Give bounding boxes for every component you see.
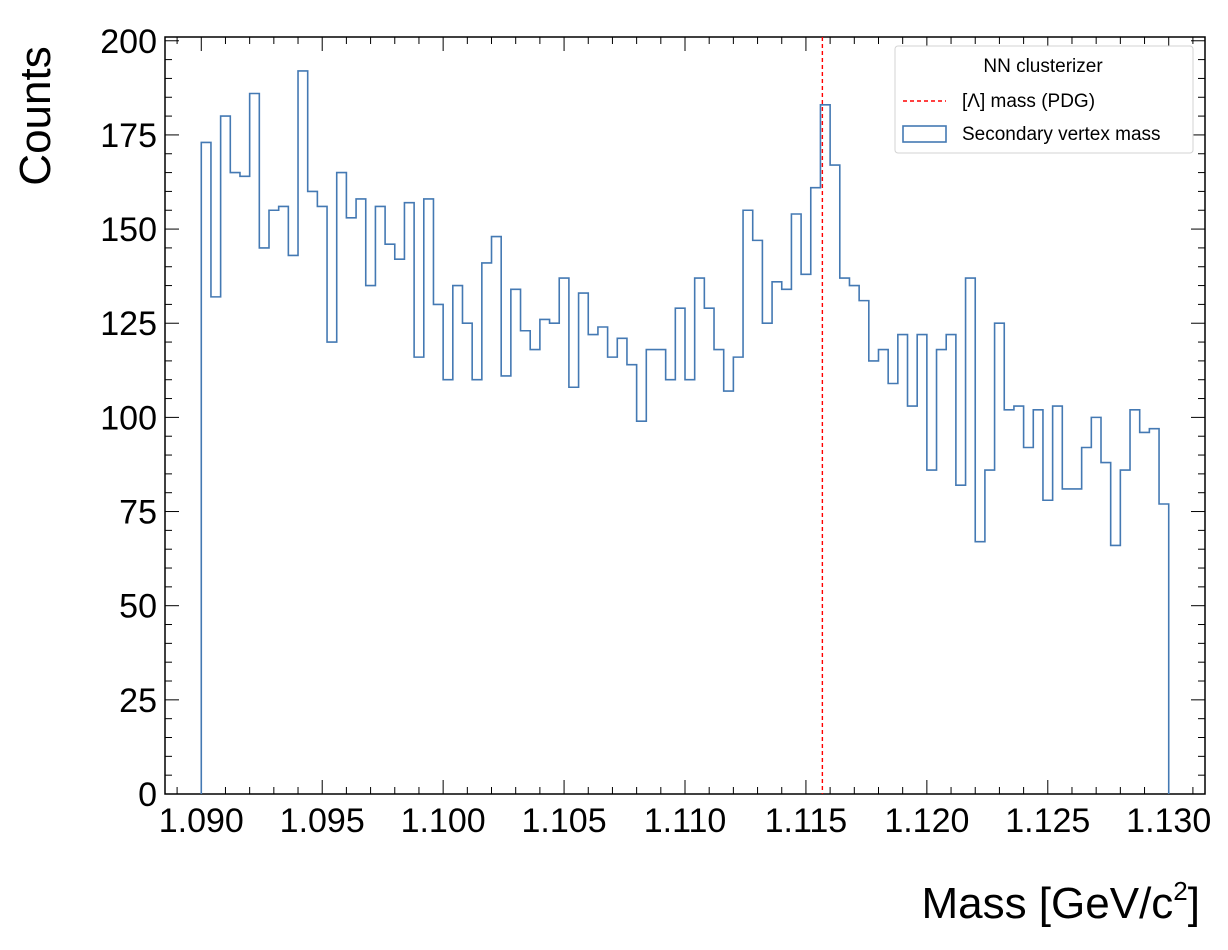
y-tick-labels: 0 25 50 75 100 125 150 175 200 [100, 23, 157, 814]
x-tick-label: 1.105 [522, 802, 607, 840]
y-tick-label: 125 [100, 305, 157, 343]
legend-hist-swatch [902, 125, 947, 143]
legend-title: NN clusterizer [983, 56, 1103, 77]
x-axis-title-main: Mass [GeV/c [921, 879, 1173, 928]
y-tick-label: 175 [100, 117, 157, 155]
axis-ticks [165, 37, 1205, 795]
y-tick-label: 150 [100, 211, 157, 249]
x-tick-label: 1.100 [401, 802, 486, 840]
y-tick-label: 0 [138, 776, 157, 814]
legend: NN clusterizer [Λ] mass (PDG) Secondary … [894, 45, 1194, 154]
legend-box [894, 45, 1194, 154]
x-tick-label: 1.090 [159, 802, 244, 840]
y-axis-title: Counts [11, 46, 60, 185]
x-axis-title-end: ] [1188, 879, 1200, 928]
x-tick-label: 1.125 [1005, 802, 1090, 840]
x-tick-label: 1.110 [644, 802, 727, 840]
x-tick-label: 1.130 [1126, 802, 1211, 840]
x-tick-label: 1.120 [884, 802, 969, 840]
legend-entry-pdg: [Λ] mass (PDG) [962, 91, 1095, 112]
y-tick-label: 100 [100, 399, 157, 437]
y-tick-label: 25 [119, 682, 157, 720]
y-tick-label: 75 [119, 494, 157, 532]
x-tick-label: 1.095 [280, 802, 365, 840]
x-axis-title: Mass [GeV/c2] [921, 876, 1200, 928]
x-axis-title-superscript: 2 [1173, 876, 1187, 906]
legend-entry-secondary-vertex: Secondary vertex mass [962, 124, 1161, 145]
histogram-step-line [200, 70, 1170, 794]
y-tick-label: 200 [100, 23, 157, 61]
x-tick-labels: 1.090 1.095 1.100 1.105 1.110 1.115 1.120 1.125… [159, 802, 1212, 840]
x-tick-label: 1.115 [765, 802, 848, 840]
y-tick-label: 50 [119, 588, 157, 626]
